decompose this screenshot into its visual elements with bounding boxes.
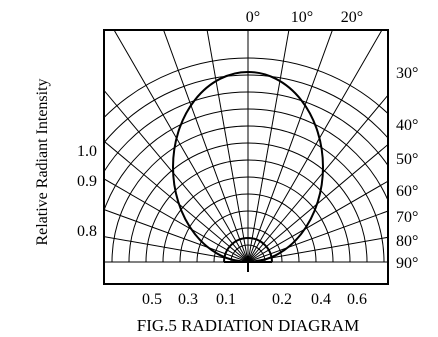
angle-label: 40° (396, 117, 418, 134)
angle-label: 60° (396, 183, 418, 200)
pattern-inner-arc (223, 237, 273, 263)
angle-label: 10° (291, 9, 313, 26)
angle-label: 0° (246, 9, 260, 26)
angle-label: 70° (396, 209, 418, 226)
y-axis-label: Relative Radiant Intensity (34, 78, 51, 245)
scale-label-bottom-right: 0.2 (272, 291, 292, 308)
chart-title: FIG.5 RADIATION DIAGRAM (137, 316, 359, 335)
scale-label-bottom-left: 0.1 (216, 291, 236, 308)
grid-radial-line (104, 140, 249, 263)
scale-label-bottom-left: 0.5 (142, 291, 162, 308)
plot-frame (103, 29, 389, 285)
polar-grid (104, 30, 388, 263)
grid-radial-line (247, 236, 388, 263)
angle-label: 50° (396, 151, 418, 168)
grid-radial-line (104, 236, 249, 263)
grid-radial-line (247, 30, 290, 263)
chart-labels: 0° 10° 20° 30° 40° 50° 60° 70° 80° 90° 1.0 0.9 0.8 0.… (77, 9, 418, 308)
scale-label-left: 0.9 (77, 173, 97, 190)
grid-radial-line (104, 89, 249, 263)
grid-radial-line (247, 30, 333, 263)
scale-label-left: 0.8 (77, 223, 97, 240)
angle-label: 90° (396, 255, 418, 272)
angle-label: 80° (396, 233, 418, 250)
grid-radial-line (113, 30, 249, 263)
grid-radial-line (206, 30, 249, 263)
scale-label-bottom-left: 0.3 (178, 291, 198, 308)
grid-lines (104, 30, 388, 263)
grid-radial-line (163, 30, 249, 263)
grid-radial-line (247, 210, 388, 263)
grid-radial-line (247, 143, 388, 263)
grid-radial-line (247, 94, 388, 263)
angle-label: 30° (396, 65, 418, 82)
scale-label-bottom-right: 0.6 (347, 291, 367, 308)
scale-label-left: 1.0 (77, 143, 97, 160)
grid-radial-line (104, 209, 249, 263)
scale-label-bottom-right: 0.4 (311, 291, 331, 308)
radiation-pattern (172, 71, 324, 272)
grid-radial-line (247, 30, 383, 263)
angle-label: 20° (341, 9, 363, 26)
